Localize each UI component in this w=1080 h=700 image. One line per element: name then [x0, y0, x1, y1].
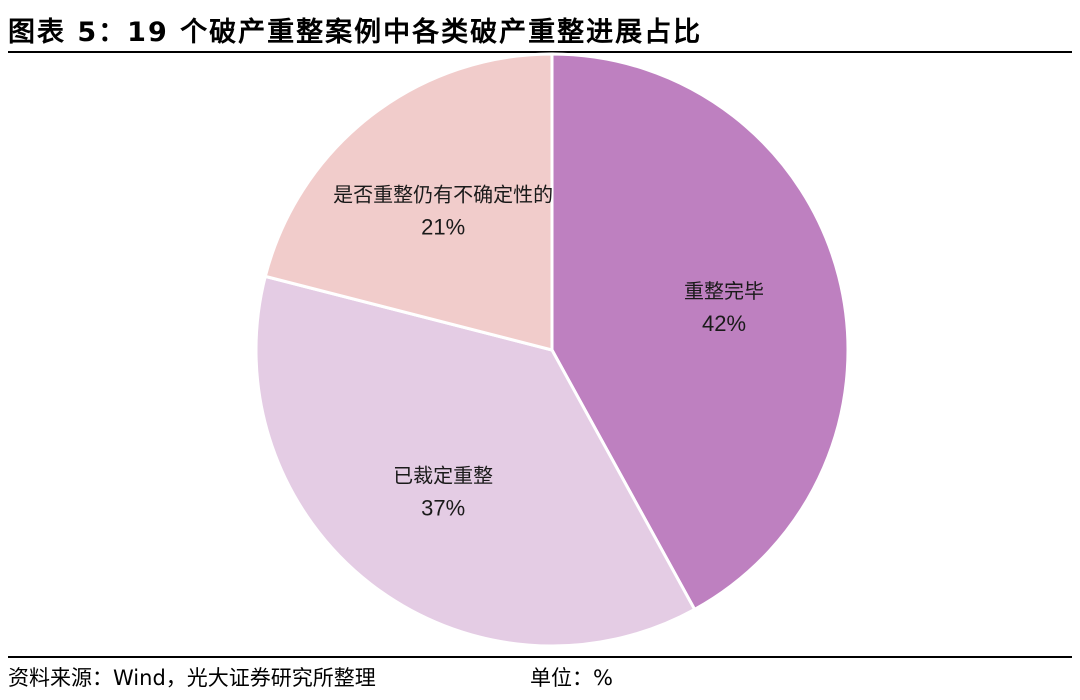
pie-labels: 重整完毕 42% 已裁定重整 37% 是否重整仍有不确定性的 21% [333, 183, 764, 521]
chart-title: 图表 5：19 个破产重整案例中各类破产重整进展占比 [8, 17, 703, 48]
pie-slice-3 [263, 52, 554, 352]
pie-slice-2 [254, 274, 697, 648]
pie-label-2: 已裁定重整 [393, 463, 493, 487]
pie-slices [254, 52, 850, 648]
footer-divider [8, 656, 1072, 658]
pie-label-3: 是否重整仍有不确定性的 [333, 183, 553, 207]
pie-value-1: 42% [702, 311, 746, 336]
pie-value-2: 37% [421, 495, 465, 520]
pie-value-3: 21% [421, 215, 465, 240]
unit-note: 单位：% [530, 666, 613, 690]
title-divider [8, 51, 1072, 53]
pie-chart: 重整完毕 42% 已裁定重整 37% 是否重整仍有不确定性的 21% [254, 52, 850, 648]
pie-slice-1 [550, 52, 850, 612]
source-note: 资料来源：Wind，光大证券研究所整理 [8, 666, 376, 690]
pie-label-1: 重整完毕 [684, 279, 764, 303]
